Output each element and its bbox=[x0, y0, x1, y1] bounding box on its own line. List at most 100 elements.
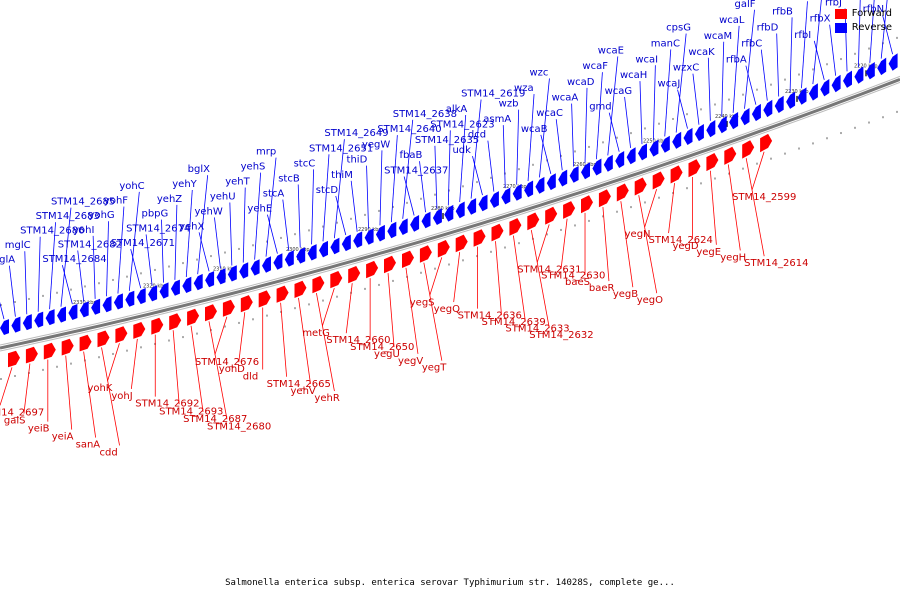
leader-line bbox=[0, 367, 13, 406]
leader-line bbox=[745, 65, 757, 105]
reverse-track-dot bbox=[112, 278, 114, 281]
forward-track-dot bbox=[70, 362, 72, 365]
reverse-track-dot bbox=[196, 258, 198, 261]
reverse-track-dot bbox=[672, 117, 674, 120]
leader-line bbox=[390, 135, 398, 223]
reverse-gene-arrow bbox=[546, 173, 556, 191]
leader-line bbox=[60, 207, 72, 307]
leader-line bbox=[608, 112, 620, 152]
reverse-gene-arrow bbox=[831, 74, 841, 93]
reverse-track-dot bbox=[140, 272, 142, 275]
gene-label: yegH bbox=[720, 252, 746, 263]
leader-line bbox=[495, 241, 502, 316]
gene-label: STM14_2674 bbox=[126, 223, 190, 234]
forward-gene-arrow bbox=[97, 330, 110, 348]
reverse-gene-arrow bbox=[638, 143, 647, 161]
leader-line bbox=[540, 134, 552, 174]
tick-label: 2240 kbp bbox=[715, 114, 739, 120]
gene-label: STM14_2697 bbox=[0, 407, 44, 418]
reverse-gene-arrow bbox=[375, 224, 385, 242]
forward-track-dot bbox=[0, 378, 2, 380]
leader-line bbox=[101, 347, 120, 446]
reverse-gene-arrow bbox=[888, 53, 898, 71]
leader-line bbox=[447, 130, 451, 206]
leader-line bbox=[208, 321, 228, 420]
gene-label: wcaE bbox=[598, 45, 624, 56]
reverse-gene-arrow bbox=[148, 285, 158, 302]
reverse-track-dot bbox=[784, 78, 786, 81]
gene-label: wcaD bbox=[567, 77, 595, 88]
reverse-gene-arrow bbox=[273, 253, 283, 270]
gene-label: STM14_2649 bbox=[324, 128, 388, 139]
forward-track-dot bbox=[448, 263, 450, 266]
reverse-track-dot bbox=[532, 163, 534, 166]
leader-line bbox=[265, 157, 277, 257]
gene-label: cpsG bbox=[666, 23, 691, 34]
forward-track-dot bbox=[770, 157, 772, 160]
leader-line bbox=[0, 301, 5, 320]
gene-label: STM14_2682 bbox=[58, 239, 122, 250]
gene-label: mrp bbox=[256, 147, 276, 158]
leader-line bbox=[487, 140, 495, 192]
forward-track-dot bbox=[728, 172, 730, 175]
reverse-track-dot bbox=[574, 150, 576, 153]
gene-label: yegB bbox=[613, 289, 638, 300]
forward-gene-arrow bbox=[616, 183, 629, 202]
leader-line bbox=[751, 151, 765, 190]
leader-line bbox=[512, 235, 526, 322]
gene-label: wcaA bbox=[552, 93, 579, 104]
gene-label: STM14_2676 bbox=[195, 357, 259, 368]
reverse-gene-arrow bbox=[649, 139, 659, 157]
gene-label: sanA bbox=[76, 440, 101, 451]
gene-label: STM14_2639 bbox=[481, 317, 545, 328]
gene-label: rfbI bbox=[794, 30, 811, 41]
forward-gene-arrow bbox=[419, 245, 432, 263]
reverse-gene-arrow bbox=[683, 127, 693, 145]
leader-line bbox=[106, 221, 109, 297]
reverse-gene-arrow bbox=[569, 166, 579, 183]
leader-line bbox=[664, 49, 672, 137]
forward-track-dot bbox=[630, 206, 632, 209]
reverse-gene-arrow bbox=[854, 66, 864, 84]
forward-gene-arrow bbox=[670, 165, 683, 184]
leader-line bbox=[539, 78, 550, 178]
gene-label: mglC bbox=[5, 240, 31, 251]
gene-label: wzb bbox=[499, 99, 519, 110]
leader-line bbox=[405, 267, 419, 354]
leader-line bbox=[298, 297, 311, 385]
gene-label: yehV bbox=[291, 386, 316, 397]
gene-label: STM14_2660 bbox=[326, 335, 390, 346]
backbone bbox=[0, 77, 900, 350]
reverse-track-dot bbox=[182, 262, 184, 265]
leader-line bbox=[49, 222, 56, 310]
gene-label: STM14_2685 bbox=[51, 197, 115, 208]
forward-track-dot bbox=[868, 121, 870, 124]
reverse-track-dot bbox=[14, 300, 16, 303]
reverse-gene-arrow bbox=[353, 231, 363, 248]
gene-label: stcD bbox=[316, 185, 339, 196]
reverse-gene-arrow bbox=[136, 288, 146, 305]
forward-track-dot bbox=[826, 137, 828, 140]
gene-label: galF bbox=[735, 0, 756, 10]
reverse-gene-arrow bbox=[239, 262, 249, 279]
gene-label: STM14_2684 bbox=[42, 254, 106, 265]
forward-gene-arrow bbox=[545, 206, 558, 225]
forward-gene-arrow bbox=[598, 189, 611, 208]
leader-line bbox=[387, 273, 395, 348]
leader-line bbox=[776, 33, 780, 97]
forward-track-dot bbox=[812, 142, 814, 145]
reverse-gene-arrow bbox=[262, 256, 271, 273]
reverse-gene-arrow bbox=[455, 201, 465, 219]
gene-label: STM14_2650 bbox=[350, 342, 414, 353]
leader-line bbox=[23, 363, 31, 414]
forward-swatch bbox=[834, 8, 847, 19]
tick-label: 2280 kbp bbox=[431, 206, 455, 212]
reverse-gene-arrow bbox=[478, 194, 488, 212]
reverse-track-dot bbox=[28, 297, 30, 300]
forward-gene-arrow bbox=[527, 212, 540, 231]
gene-label: yehZ bbox=[157, 194, 182, 205]
reverse-gene-arrow bbox=[45, 309, 55, 326]
gene-label: STM14_2680 bbox=[207, 421, 271, 432]
reverse-track-dot bbox=[616, 136, 618, 139]
forward-track-dot bbox=[644, 201, 646, 204]
